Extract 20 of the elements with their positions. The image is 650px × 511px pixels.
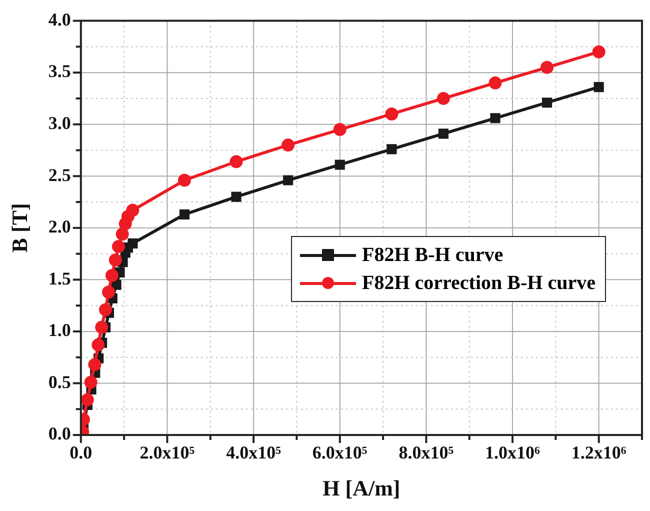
y-tick-label: 2.0 xyxy=(48,216,71,237)
y-tick-label: 1.5 xyxy=(48,268,71,288)
x-tick-label: 4.0x10⁵ xyxy=(226,442,282,462)
y-tick-label: 0.5 xyxy=(48,372,71,392)
y-tick-label: 0.0 xyxy=(48,424,71,444)
x-tick-label: 1.2x10⁶ xyxy=(571,442,627,462)
x-axis-title: H [A/m] xyxy=(322,475,400,500)
y-axis-title: B [T] xyxy=(6,203,32,253)
y-tick-label: 1.0 xyxy=(48,320,71,340)
x-tick-label: 0.0 xyxy=(70,442,92,462)
x-tick-label: 1.0x10⁶ xyxy=(485,442,541,462)
legend-label: F82H B-H curve xyxy=(362,244,504,267)
y-tick-label: 3.5 xyxy=(48,61,71,82)
legend-label: F82H correction B-H curve xyxy=(362,272,596,295)
y-tick-label: 4.0 xyxy=(48,9,71,30)
x-tick-label: 2.0x10⁵ xyxy=(140,442,196,462)
y-tick-label: 2.5 xyxy=(48,164,71,185)
y-tick-label: 3.0 xyxy=(48,113,71,134)
x-tick-label: 6.0x10⁵ xyxy=(312,442,368,462)
x-tick-label: 8.0x10⁵ xyxy=(398,442,454,462)
